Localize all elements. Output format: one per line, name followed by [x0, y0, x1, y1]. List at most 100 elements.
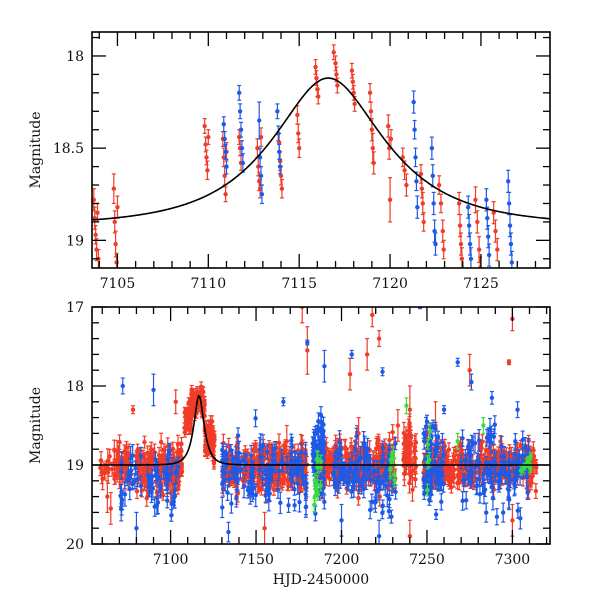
- x-tick-label: 7115: [281, 276, 317, 292]
- red-band-point: [386, 114, 391, 138]
- blue-band-point: [492, 415, 498, 435]
- red-band-point: [404, 173, 409, 197]
- red-band-point: [103, 460, 109, 475]
- red-band-point: [191, 391, 196, 403]
- y-tick-label: 20: [66, 537, 84, 553]
- red-band-point: [368, 101, 374, 122]
- red-band-point: [418, 164, 424, 184]
- x-tick-label: 7105: [100, 276, 136, 292]
- blue-band-point: [239, 140, 245, 157]
- red-band-point: [401, 437, 406, 450]
- blue-band-point: [297, 491, 302, 513]
- bottom-panel-y-axis-title: Magnitude: [28, 387, 44, 464]
- red-band-point: [419, 178, 425, 199]
- red-band-point: [170, 441, 176, 456]
- blue-band-point: [380, 499, 385, 512]
- blue-band-point: [223, 143, 228, 160]
- red-band-point: [436, 175, 442, 195]
- red-band-point: [111, 173, 117, 205]
- blue-band-point: [505, 169, 511, 194]
- red-band-point: [112, 450, 117, 474]
- red-band-point: [187, 424, 192, 436]
- red-band-point: [328, 448, 334, 463]
- x-tick-label: 7150: [238, 552, 274, 568]
- top-panel-frame: [91, 31, 551, 269]
- red-band-point: [447, 478, 452, 490]
- x-tick-label: 7110: [190, 276, 226, 292]
- red-band-point: [395, 409, 401, 442]
- red-band-point: [388, 129, 394, 149]
- blue-band-point: [483, 502, 489, 523]
- red-band-point: [440, 219, 445, 243]
- blue-band-point: [120, 377, 125, 395]
- blue-band-point: [411, 90, 416, 114]
- x-tick-label: 7200: [324, 552, 360, 568]
- blue-band-point: [467, 232, 473, 256]
- red-band-point: [459, 247, 465, 268]
- red-band-point: [421, 212, 426, 232]
- red-band-point: [100, 467, 105, 491]
- top-panel-model-curve: [92, 77, 550, 221]
- red-band-point: [158, 432, 164, 452]
- red-band-point: [107, 448, 112, 464]
- red-band-point: [410, 477, 415, 502]
- blue-band-point: [486, 243, 492, 267]
- y-tick-label: 19: [66, 233, 84, 249]
- red-band-point: [262, 511, 267, 544]
- blue-band-point: [253, 409, 258, 428]
- red-band-point: [420, 191, 425, 216]
- blue-band-point: [494, 508, 500, 526]
- red-band-point: [370, 132, 375, 164]
- blue-band-point: [277, 158, 283, 175]
- y-tick-label: 18: [66, 379, 84, 395]
- red-band-point: [407, 519, 413, 544]
- y-tick-label: 17: [66, 300, 84, 316]
- blue-band-point: [322, 349, 327, 383]
- y-tick-label: 18.5: [53, 141, 84, 157]
- blue-band-point: [489, 390, 495, 405]
- blue-band-point: [276, 143, 282, 160]
- top-panel-data-marks: [92, 44, 515, 268]
- blue-band-point: [414, 171, 419, 192]
- x-tick-label: 7125: [463, 276, 499, 292]
- red-band-point: [296, 123, 301, 144]
- blue-band-point: [468, 247, 474, 268]
- red-band-point: [279, 178, 285, 199]
- y-tick-label: 19: [66, 458, 84, 474]
- red-band-point: [256, 474, 261, 488]
- y-tick-label: 18: [66, 49, 84, 65]
- top-panel-y-axis-title: Magnitude: [28, 111, 44, 188]
- x-tick-label: 7300: [495, 552, 531, 568]
- red-band-point: [140, 449, 146, 461]
- blue-band-point: [305, 339, 310, 346]
- red-band-point: [206, 129, 211, 146]
- blue-band-point: [292, 499, 297, 512]
- red-band-point: [142, 435, 147, 449]
- red-band-point: [295, 105, 300, 125]
- red-band-point: [441, 239, 446, 260]
- red-band-point: [371, 151, 376, 175]
- blue-band-point: [237, 103, 243, 120]
- red-band-point: [182, 406, 188, 418]
- blue-band-point: [441, 405, 447, 415]
- blue-band-point: [151, 373, 156, 407]
- bottom-panel: 7100 7150 7200 7250 7300 17 18 19 20 Magnitude H…: [28, 300, 551, 588]
- red-band-point: [364, 338, 370, 371]
- blue-band-point: [412, 119, 417, 140]
- red-band-point: [350, 73, 356, 90]
- blue-band-point: [455, 357, 460, 367]
- red-band-point: [112, 210, 117, 234]
- blue-band-point: [349, 349, 354, 359]
- blue-band-point: [376, 519, 382, 544]
- red-band-point: [387, 177, 393, 223]
- red-band-point: [347, 357, 353, 391]
- red-band-point: [349, 62, 355, 79]
- bottom-panel-x-axis-title: HJD-2450000: [273, 572, 369, 588]
- red-band-point: [376, 330, 382, 348]
- top-panel-ticks: [92, 32, 550, 268]
- red-band-point: [305, 326, 310, 375]
- red-band-point: [200, 385, 205, 397]
- red-band-point: [202, 118, 207, 135]
- red-band-point: [173, 389, 178, 415]
- blue-band-point: [221, 116, 226, 133]
